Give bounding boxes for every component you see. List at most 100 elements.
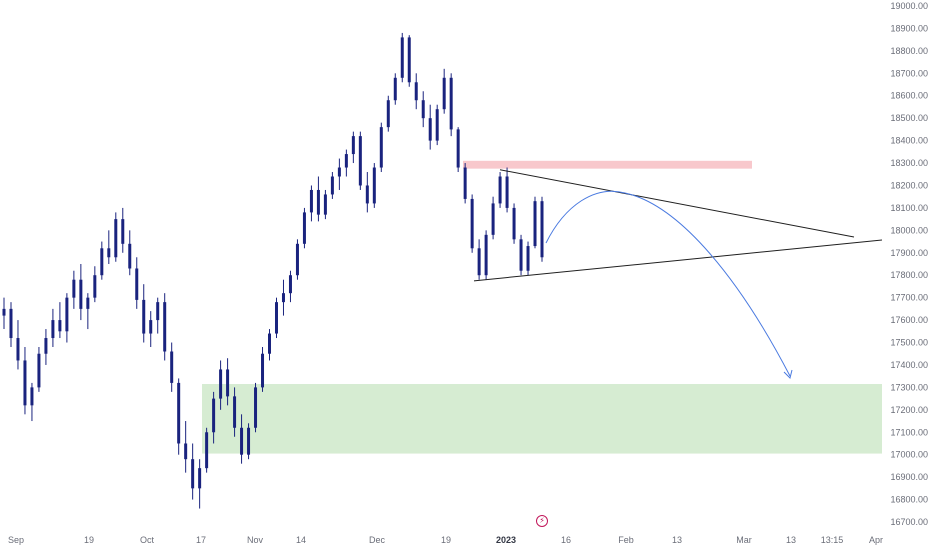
candle-body <box>484 234 488 276</box>
candle-body <box>121 219 125 244</box>
price-tick-label: 19000.00 <box>890 1 928 11</box>
candle-body <box>449 77 453 130</box>
candle <box>435 104 439 146</box>
candle <box>463 163 467 204</box>
price-axis[interactable]: 16700.00 16800.00 16900.00 17000.00 17100.00… <box>890 1 928 527</box>
candle <box>414 73 418 110</box>
price-tick-label: 17900.00 <box>890 248 928 258</box>
candle-body <box>135 268 139 300</box>
candle-body <box>477 248 481 276</box>
candle <box>37 347 41 392</box>
price-tick-label: 18800.00 <box>890 46 928 56</box>
candle-body <box>191 459 195 489</box>
price-tick-label: 18000.00 <box>890 225 928 235</box>
candle <box>379 122 383 173</box>
candle <box>421 91 425 128</box>
candle <box>247 423 251 460</box>
candle <box>449 73 453 137</box>
candle-body <box>72 279 76 298</box>
projection-guide <box>546 189 790 375</box>
candle <box>58 302 62 339</box>
candle <box>295 239 299 280</box>
price-tick-label: 17100.00 <box>890 427 928 437</box>
candle-body <box>65 297 69 332</box>
candle-body <box>205 432 209 469</box>
candle <box>107 230 111 264</box>
candle-body <box>344 154 348 168</box>
candle-body <box>421 100 425 119</box>
candle <box>386 95 390 132</box>
candle <box>323 189 327 220</box>
time-tick-label: 13 <box>672 535 682 545</box>
lightning-bolt-icon[interactable]: ⚡ <box>536 515 548 527</box>
candle <box>428 104 432 150</box>
candle-body <box>519 239 523 271</box>
candle <box>177 378 181 455</box>
candle-body <box>393 77 397 101</box>
price-tick-label: 17500.00 <box>890 338 928 348</box>
candle <box>16 320 20 370</box>
candle-body <box>540 201 544 258</box>
price-tick-label: 18500.00 <box>890 113 928 123</box>
candle-body <box>170 351 174 383</box>
time-tick-label: Mar <box>736 535 752 545</box>
time-tick-label: 17 <box>196 535 206 545</box>
candle <box>128 230 132 276</box>
candle-body <box>198 468 202 489</box>
candle <box>226 358 230 406</box>
candle <box>268 329 272 361</box>
candle <box>184 421 188 473</box>
price-tick-label: 18700.00 <box>890 68 928 78</box>
candle <box>163 293 167 361</box>
candle-body <box>512 207 516 240</box>
time-tick-label: Nov <box>247 535 264 545</box>
time-tick-label: 19 <box>84 535 94 545</box>
candle <box>114 212 118 262</box>
candle <box>330 172 334 199</box>
candle-body <box>79 279 83 309</box>
candle <box>149 311 153 348</box>
candle-body <box>261 353 265 388</box>
candle-body <box>386 100 390 128</box>
time-axis[interactable]: Sep 19 Oct 17 Nov 14 Dec 19 2023 16 Feb 13 Mar 13 13:1… <box>8 535 883 545</box>
candle-body <box>233 396 237 428</box>
candle-body <box>86 297 90 309</box>
candle <box>219 360 223 410</box>
candle <box>72 270 76 309</box>
candle-body <box>142 299 146 334</box>
candle-body <box>351 136 355 155</box>
candle-body <box>247 427 251 455</box>
candle-body <box>37 353 41 388</box>
candle <box>533 196 537 249</box>
candle-body <box>428 118 432 141</box>
zone-layer <box>202 160 882 454</box>
candle-body <box>302 212 306 244</box>
candle-body <box>149 320 153 334</box>
candle-body <box>330 176 334 195</box>
triangle-lower-trendline <box>473 239 883 282</box>
candle <box>51 308 55 348</box>
candle <box>456 127 460 173</box>
candle-body <box>226 369 230 397</box>
candle <box>505 167 509 213</box>
candle-body <box>498 176 502 204</box>
candle <box>498 172 502 208</box>
price-tick-label: 17700.00 <box>890 293 928 303</box>
candle <box>344 149 348 177</box>
candle <box>121 207 125 253</box>
candle-body <box>114 219 118 258</box>
candle-body <box>463 167 467 199</box>
candle-body <box>526 246 530 271</box>
candle-body <box>407 37 411 83</box>
time-tick-label: 13 <box>786 535 796 545</box>
time-tick-label: Sep <box>8 535 24 545</box>
time-tick-label: Feb <box>618 535 634 545</box>
candle <box>261 347 265 392</box>
candle <box>351 131 355 164</box>
candle <box>86 293 90 330</box>
candle <box>400 32 404 83</box>
candle <box>79 264 83 321</box>
time-tick-label: 2023 <box>496 535 516 545</box>
candle <box>205 427 209 473</box>
